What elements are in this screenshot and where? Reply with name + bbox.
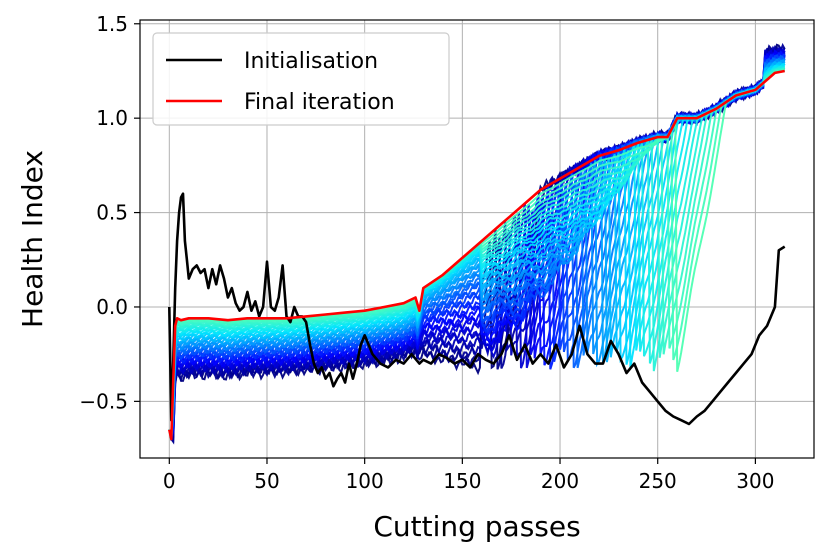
plot-frame	[139, 19, 815, 459]
legend-label-final-iteration: Final iteration	[244, 90, 395, 115]
final-iteration-line	[168, 69, 785, 441]
legend-label-initialisation: Initialisation	[244, 49, 378, 74]
x-tick-label: 50	[254, 469, 279, 493]
x-axis-label: Cutting passes	[373, 510, 580, 543]
y-tick-label: 1.0	[96, 106, 128, 130]
series-lines	[168, 69, 786, 441]
x-tick-label: 100	[346, 469, 384, 493]
y-tick-label: −0.5	[79, 389, 128, 413]
iteration-line	[168, 65, 786, 440]
x-tick-label: 300	[736, 469, 774, 493]
x-tick-label: 250	[639, 469, 677, 493]
initialisation-line	[168, 192, 786, 426]
x-tick-label: 0	[163, 469, 176, 493]
axis-ticks: 0 50 100 150 200 250 300 −0.5 0.0 0.5 1.0 1.5	[79, 12, 774, 493]
x-tick-label: 150	[443, 469, 481, 493]
y-tick-label: 0.5	[96, 201, 128, 225]
y-tick-label: 1.5	[96, 12, 128, 36]
iteration-line	[168, 65, 785, 440]
legend-box	[152, 32, 450, 126]
legend: Initialisation Final iteration	[152, 32, 450, 126]
y-tick-label: 0.0	[96, 295, 128, 319]
y-axis-label: Health Index	[16, 150, 49, 328]
x-tick-label: 200	[541, 469, 579, 493]
